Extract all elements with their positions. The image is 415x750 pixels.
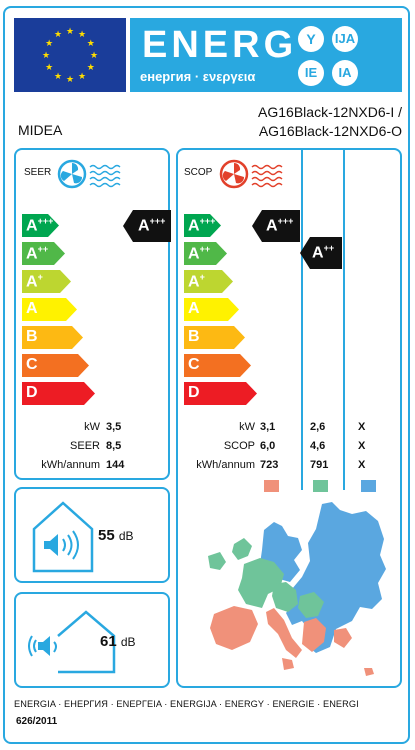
energy-subtitle: енергия · ενεργεια [140,69,256,84]
fan-heating-icon [219,159,283,189]
eu-star-icon: ★ [54,71,62,81]
heating-scale-arrow: A+++ [184,214,221,237]
heating-average-scop: 4,6 [310,440,326,452]
cooling-title: SEER [24,167,52,178]
heating-scale-arrow: A++ [184,242,227,265]
zone-swatch-warmer [264,480,279,492]
cooling-value-kwh: 144 [106,459,125,471]
cooling-scale-arrow: A+++ [22,214,59,237]
heating-warmer-rating-text: A+++ [266,216,294,235]
eu-flag-icon: ★ ★ ★ ★ ★ ★ ★ ★ ★ ★ ★ ★ [14,18,126,92]
heating-label-kw: kW [239,421,255,433]
eu-star-icon: ★ [66,26,74,36]
heating-colder-scop: X [358,440,366,452]
eu-star-icon: ★ [78,71,86,81]
zone-divider-1 [301,150,303,490]
outdoor-noise-panel: 61 dB [14,592,170,688]
heating-average-rating-text: A++ [312,243,335,262]
heating-average-rating-badge: A++ [300,237,342,274]
cooling-scale-arrow: B [22,326,83,349]
regulation-number: 626/2011 [16,716,58,727]
outdoor-speaker-icon [28,610,116,674]
cooling-scale-arrow: A [22,298,77,321]
cooling-scale-label: A+ [26,272,43,291]
heating-colder-kw: X [358,421,366,433]
energy-banner: ENERG енергия · ενεργεια Y IJA IE IA [130,18,402,92]
cooling-label-seer: SEER [70,440,100,452]
cooling-value-seer: 8,5 [106,440,122,452]
indoor-noise-panel: 55 dB [14,487,170,583]
heating-scale-arrow: D [184,382,257,405]
heating-panel: SCOP A+++ A++ A+ A B C D A+++ A++ kW SCOP kWh/… [176,148,402,688]
cooling-scale-label: D [26,384,38,401]
europe-climate-map [208,502,386,676]
eu-star-icon: ★ [45,62,53,72]
indoor-speaker-icon [32,501,94,573]
heating-scale-label: A [188,300,200,317]
heating-warmer-rating-badge: A+++ [252,210,300,247]
lang-code-ie: IE [298,60,324,86]
cooling-scale-label: A+++ [26,216,54,235]
heating-scale-label: B [188,328,200,345]
heating-warmer-kw: 3,1 [260,421,276,433]
label-frame [3,6,410,744]
cooling-scale-label: C [26,356,38,373]
eu-star-icon: ★ [87,62,95,72]
cooling-value-kw: 3,5 [106,421,122,433]
heating-warmer-scop: 6,0 [260,440,276,452]
heating-scale-label: A+++ [188,216,216,235]
heating-scale-label: A+ [188,272,205,291]
heating-warmer-kwh: 723 [260,459,279,471]
cooling-scale-label: A++ [26,244,49,263]
heating-average-kwh: 791 [310,459,329,471]
lang-code-ia: IA [332,60,358,86]
cooling-scale-label: B [26,328,38,345]
cooling-scale-label: A [26,300,38,317]
outdoor-noise-value: 61 dB [100,633,136,650]
cooling-label-kwh: kWh/annum [41,459,100,471]
energy-word: ENERG [142,24,298,66]
cooling-scale-arrow: D [22,382,95,405]
zone-divider-2 [343,150,345,490]
heating-scale-arrow: B [184,326,245,349]
heating-scale-arrow: A+ [184,270,233,293]
fan-cooling-icon [57,159,121,189]
heating-scale-label: D [188,384,200,401]
model-outdoor: AG16Black-12NXD6-O [258,123,402,139]
lang-code-ija: IJA [332,26,358,52]
cooling-label-kw: kW [84,421,100,433]
brand-name: MIDEA [18,122,63,138]
heating-scale-label: C [188,356,200,373]
eu-star-icon: ★ [78,29,86,39]
zone-swatch-average [313,480,328,492]
cooling-rating-text: A+++ [138,216,166,235]
zone-swatch-colder [361,480,376,492]
cooling-rating-badge: A+++ [123,210,171,247]
footer-languages: ENERGIA · ЕНЕРГИЯ · ΕΝΕΡΓΕΙΑ · ENERGIJA … [14,699,359,709]
eu-star-icon: ★ [45,38,53,48]
heating-scale-arrow: A [184,298,239,321]
cooling-panel: SEER A+++ A++ A+ A B C D A+++ kW SEER kWh/annu… [14,148,171,480]
cooling-scale-arrow: A+ [22,270,71,293]
cooling-scale-arrow: C [22,354,89,377]
eu-star-icon: ★ [87,38,95,48]
eu-star-icon: ★ [54,29,62,39]
heating-scale-arrow: C [184,354,251,377]
lang-code-y: Y [298,26,324,52]
heating-scale-label: A++ [188,244,211,263]
heating-title: SCOP [184,167,213,178]
heating-average-kw: 2,6 [310,421,326,433]
cooling-scale-arrow: A++ [22,242,65,265]
eu-star-icon: ★ [66,74,74,84]
heating-colder-kwh: X [358,459,366,471]
heating-label-kwh: kWh/annum [196,459,255,471]
model-indoor: AG16Black-12NXD6-I / [258,104,402,120]
heating-label-scop: SCOP [223,440,255,452]
indoor-noise-value: 55 dB [98,527,134,544]
eu-star-icon: ★ [42,50,50,60]
eu-star-icon: ★ [90,50,98,60]
